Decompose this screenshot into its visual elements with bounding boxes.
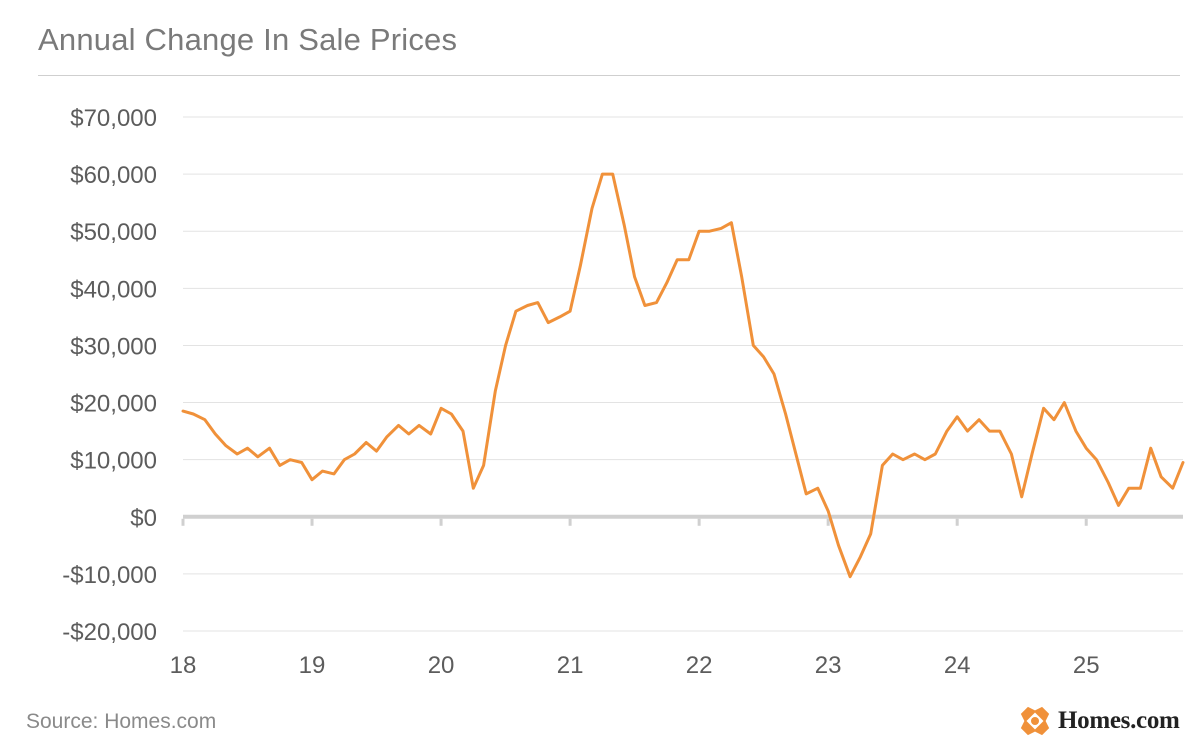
x-tick-label: 24 [944, 652, 971, 679]
y-tick-label: $40,000 [70, 276, 157, 303]
line-chart: $70,000 $60,000 $50,000 $40,000 $30,000 $20,0… [62, 105, 1185, 679]
x-tick-label: 22 [686, 652, 713, 679]
x-tick-label: 18 [170, 652, 197, 679]
y-tick-label: $20,000 [70, 391, 157, 418]
chart-title: Annual Change In Sale Prices [38, 22, 458, 57]
logo-center [1031, 717, 1039, 725]
y-tick-label: $70,000 [70, 105, 157, 132]
y-tick-label: -$20,000 [62, 619, 157, 646]
x-tick-label: 25 [1073, 652, 1100, 679]
brand-name: Homes.com [1058, 707, 1180, 734]
y-tick-label: $50,000 [70, 219, 157, 246]
source-note: Source: Homes.com [26, 710, 217, 733]
x-tick-label: 20 [428, 652, 455, 679]
x-tick-label: 21 [557, 652, 584, 679]
series-line [181, 172, 1185, 579]
logo-petal [1033, 706, 1050, 723]
logo-petal [1020, 719, 1037, 736]
gridlines [183, 116, 1183, 632]
x-tick-label: 19 [299, 652, 326, 679]
y-tick-label: -$10,000 [62, 562, 157, 589]
y-tick-label: $60,000 [70, 162, 157, 189]
x-tick-label: 23 [815, 652, 842, 679]
title-divider [38, 75, 1180, 76]
homes-logo-icon [1020, 706, 1050, 736]
y-tick-label: $0 [130, 505, 157, 532]
y-axis-ticks: $70,000 $60,000 $50,000 $40,000 $30,000 $20,0… [62, 105, 157, 646]
logo-petal [1020, 706, 1037, 723]
logo-petal [1033, 719, 1050, 736]
series-layer [181, 172, 1185, 579]
brand-logo: Homes.com [1018, 703, 1180, 739]
y-tick-label: $10,000 [70, 448, 157, 475]
logo-petals [1020, 706, 1050, 736]
y-tick-label: $30,000 [70, 333, 157, 360]
x-axis-ticks: 18 19 20 21 22 23 24 25 [170, 518, 1100, 679]
